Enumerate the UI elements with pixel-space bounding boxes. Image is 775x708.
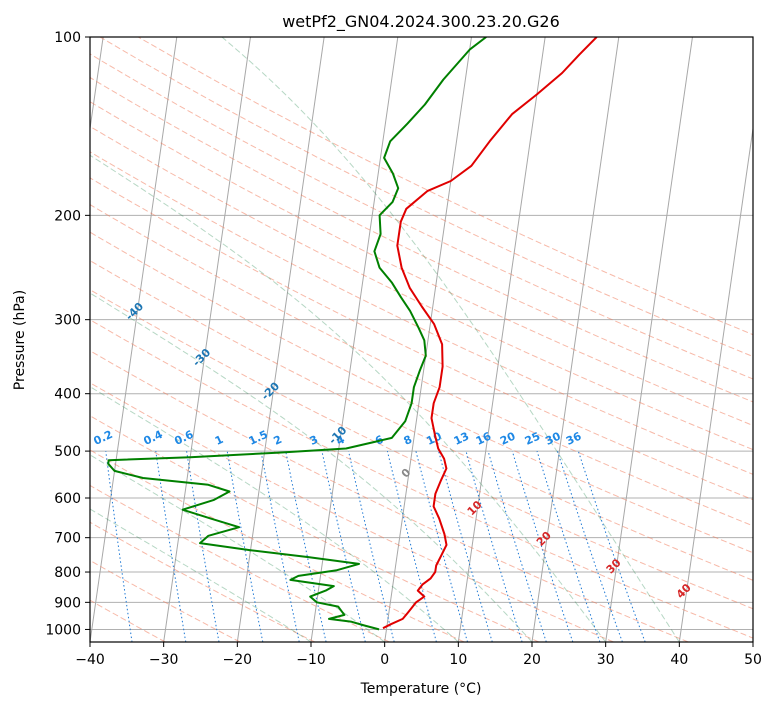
skewed-isotherms: [90, 37, 753, 642]
x-tick-label: 0: [380, 652, 389, 668]
isotherm-line: [678, 125, 753, 642]
isotherm-line: [457, 37, 546, 642]
moist-adiabat-line: [90, 454, 385, 642]
moist-adiabat-line: [90, 292, 533, 642]
chart-title: wetPf2_GN04.2024.300.23.20.G26: [282, 12, 560, 32]
mixing-ratio-label: 10: [424, 429, 444, 447]
dry-adiabat-line: [90, 484, 390, 642]
mixing-ratio-line: [465, 450, 523, 642]
mixing-ratio-line: [511, 450, 574, 642]
mixing-ratio-line: [226, 451, 264, 642]
y-tick-label: 300: [54, 313, 81, 329]
y-tick-label: 900: [54, 595, 81, 611]
dry-adiabat-line: [90, 449, 465, 642]
y-tick-label: 500: [54, 444, 81, 460]
mixing-ratio-line: [321, 450, 366, 642]
mixing-ratio-line: [577, 450, 646, 642]
mixing-ratio-line: [105, 451, 133, 642]
dry-adiabat-line: [90, 289, 753, 610]
y-tick-label: 600: [54, 491, 81, 507]
moist-adiabat-line: [221, 37, 680, 642]
dry-adiabat-line: [99, 37, 753, 358]
mixing-ratio-label: 25: [523, 430, 542, 448]
dry-adiabat-line: [90, 204, 753, 527]
mixing-ratio-label: 20: [498, 429, 518, 447]
x-tick-label: −40: [75, 652, 105, 668]
x-tick-label: 10: [449, 652, 467, 668]
x-axis: −40 −30 −20 −10 0 10 20 30 40 50: [75, 642, 762, 668]
moist-adiabat-line: [90, 386, 459, 642]
y-tick-label: 400: [54, 387, 81, 403]
mixing-ratio-line: [386, 450, 437, 642]
dry-adiabat-line: [90, 101, 753, 427]
isotherm-line: [605, 37, 693, 642]
isotherm-line: [310, 37, 399, 642]
y-tick-label: 800: [54, 565, 81, 581]
mixing-ratio-label: 36: [564, 429, 584, 447]
mixing-ratio-line: [415, 450, 468, 642]
y-tick-label: 100: [54, 30, 81, 46]
x-tick-label: 50: [744, 652, 762, 668]
mixing-ratio-line: [487, 450, 547, 642]
dewpoint-profile-line: [107, 37, 487, 631]
dry-adiabat-line: [90, 521, 315, 642]
y-tick-label: 700: [54, 531, 81, 547]
temperature-profile-line: [382, 37, 598, 630]
dry-adiabat-line: [90, 151, 753, 475]
isotherm-line: [531, 37, 620, 642]
isotherm-line: [163, 37, 251, 642]
x-tick-label: −20: [223, 652, 253, 668]
isotherm-line: [384, 37, 472, 642]
dry-adiabat-line: [90, 319, 753, 639]
x-tick-label: 30: [597, 652, 615, 668]
y-tick-label: 1000: [45, 622, 81, 638]
x-tick-label: −10: [296, 652, 326, 668]
isotherm-line: [90, 37, 178, 642]
plot-frame: [89, 36, 754, 643]
mixing-ratio-line: [536, 450, 601, 642]
dry-adiabat-line: [90, 259, 753, 581]
dry-adiabat-line: [90, 350, 689, 642]
sounding-profiles: [107, 37, 598, 631]
x-tick-label: −30: [149, 652, 179, 668]
y-axis: 100 200 300 400 500 600 700 800 900 1000: [45, 30, 90, 638]
x-tick-label: 40: [670, 652, 688, 668]
mixing-ratio-label: 13: [452, 430, 471, 448]
dry-adiabat-line: [90, 53, 753, 380]
mixing-ratio-line: [557, 450, 623, 642]
mixing-ratio-line: [155, 451, 187, 642]
dry-adiabat-line: [90, 177, 753, 501]
mixing-ratio-line: [285, 451, 327, 642]
isotherm-line: [236, 37, 325, 642]
mixing-ratio-label: 16: [474, 429, 494, 447]
y-tick-label: 200: [54, 208, 81, 224]
x-axis-title: Temperature (°C): [360, 681, 482, 697]
moist-adiabats: [90, 37, 680, 642]
mixing-ratio-line: [438, 450, 493, 642]
y-axis-title: Pressure (hPa): [12, 290, 28, 390]
x-tick-label: 20: [523, 652, 541, 668]
mixing-ratio-line: [260, 451, 300, 642]
mixing-ratio-line: [348, 450, 395, 642]
mixing-ratio-label: 30: [543, 429, 563, 447]
